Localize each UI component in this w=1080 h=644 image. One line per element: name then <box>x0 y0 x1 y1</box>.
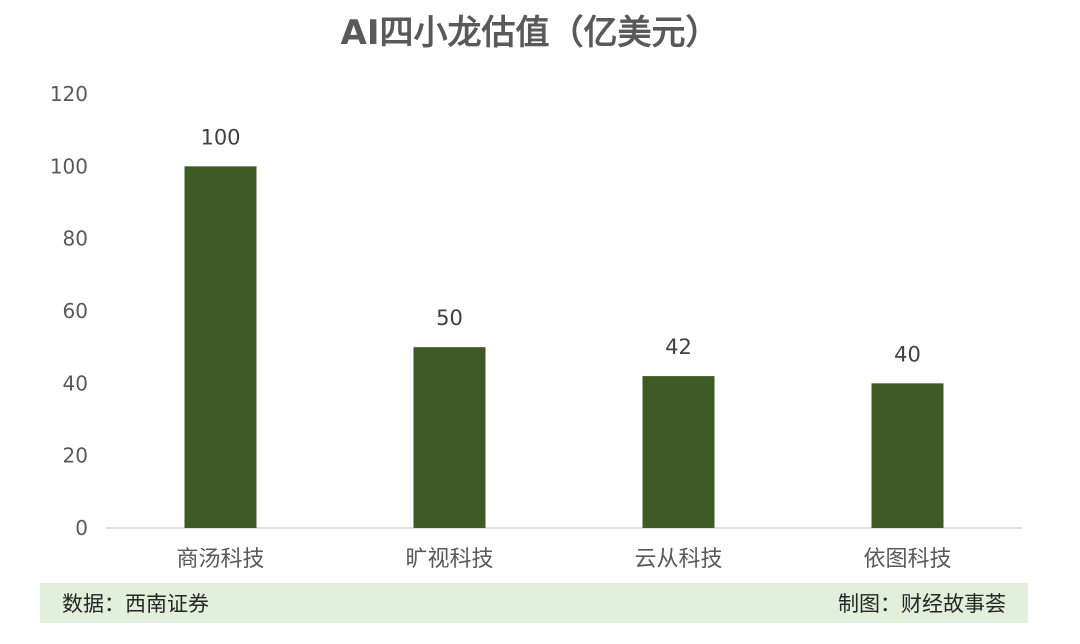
footer-bar: 数据：西南证券 制图：财经故事荟 <box>40 583 1028 623</box>
bar-chart: AI四小龙估值（亿美元） 0 20 40 60 80 100 120 100 50 42 40 商… <box>50 13 1022 572</box>
y-tick-label: 80 <box>63 227 88 251</box>
y-tick-label: 120 <box>50 82 88 106</box>
y-tick-label: 60 <box>63 299 88 323</box>
source-note: 数据：西南证券 <box>62 592 209 616</box>
bar <box>413 347 486 528</box>
category-label: 云从科技 <box>634 547 722 572</box>
bar <box>871 383 944 528</box>
bars <box>184 166 944 529</box>
category-label: 商汤科技 <box>176 547 264 572</box>
y-tick-label: 40 <box>63 371 88 395</box>
y-axis-ticks: 0 20 40 60 80 100 120 <box>50 82 88 540</box>
bar <box>184 166 257 529</box>
y-tick-label: 20 <box>63 444 88 468</box>
data-label: 42 <box>665 335 692 359</box>
chart-title: AI四小龙估值（亿美元） <box>341 13 720 53</box>
credit-note: 制图：财经故事荟 <box>838 592 1006 616</box>
y-tick-label: 100 <box>50 154 88 178</box>
category-labels: 商汤科技 旷视科技 云从科技 依图科技 <box>176 547 951 572</box>
data-label: 100 <box>200 125 240 149</box>
category-label: 旷视科技 <box>405 547 493 572</box>
data-label: 40 <box>894 342 921 366</box>
category-label: 依图科技 <box>863 547 951 572</box>
data-label: 50 <box>436 306 463 330</box>
y-tick-label: 0 <box>75 516 88 540</box>
data-labels: 100 50 42 40 <box>200 125 920 366</box>
bar <box>642 376 715 528</box>
